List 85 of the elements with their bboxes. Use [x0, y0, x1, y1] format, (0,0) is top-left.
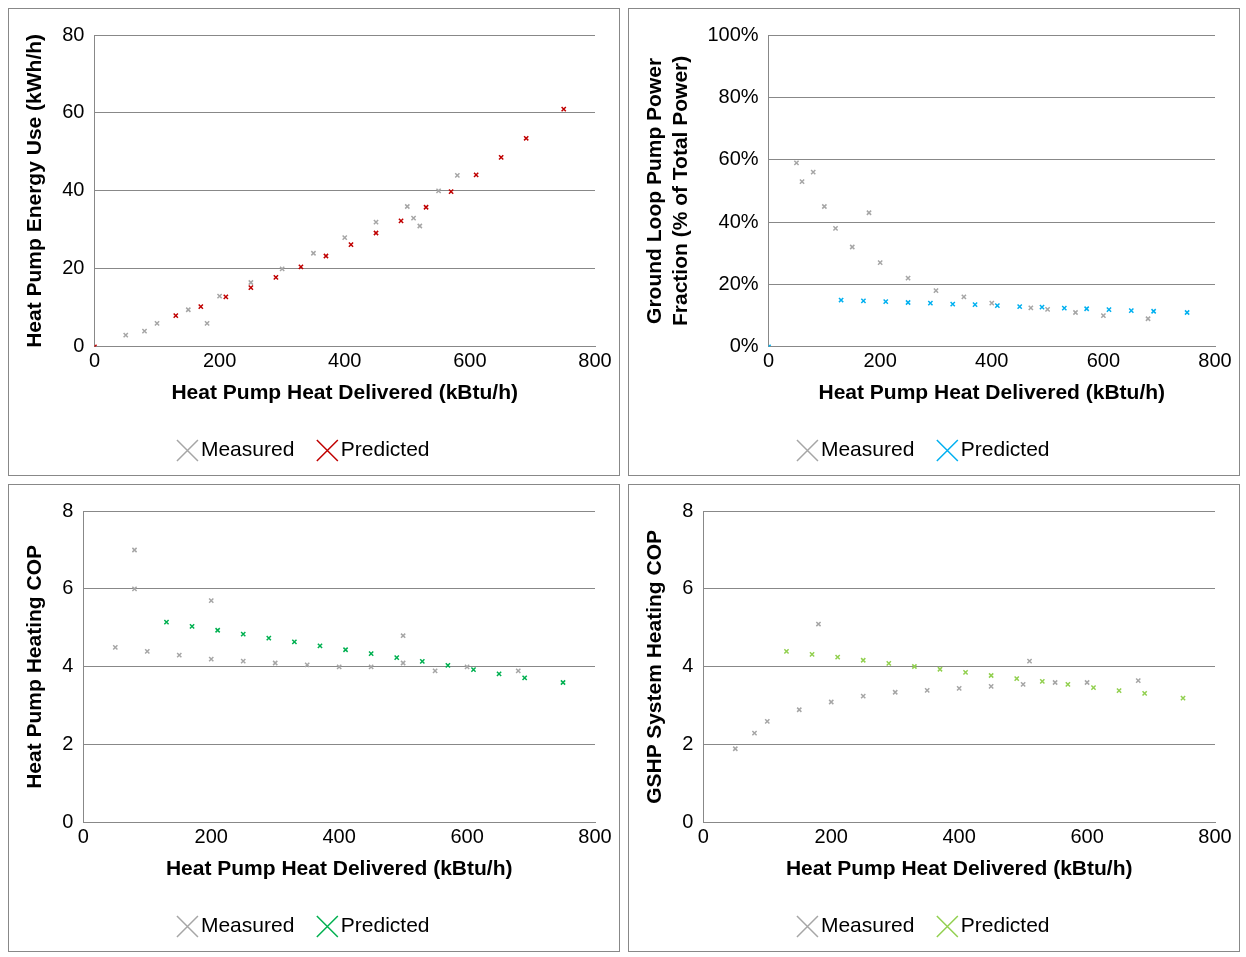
x-tick-label: 200: [194, 825, 228, 848]
y-tick-label: 4: [62, 654, 74, 677]
x-tick-label: 800: [578, 349, 612, 372]
x-axis-title: Heat Pump Heat Delivered (kBtu/h): [785, 856, 1133, 880]
legend-label: Predicted: [960, 437, 1050, 461]
point: [994, 302, 1001, 309]
y-tick-label: 20%: [718, 271, 759, 294]
point: [1027, 304, 1034, 311]
point: [373, 230, 379, 236]
x-axis-title: Heat Pump Heat Delivered (kBtu/h): [818, 380, 1166, 404]
y-tick-label: 4: [682, 654, 694, 677]
point: [368, 664, 375, 670]
y-tick-label: 2: [62, 732, 74, 755]
point: [298, 264, 304, 270]
x-tick-label: 200: [202, 349, 237, 372]
x-tick-label: 800: [1198, 825, 1232, 848]
x-tick-label: 0: [88, 349, 101, 372]
point: [144, 648, 151, 655]
y-tick-label: 8: [62, 498, 74, 521]
y-tick-label: 8: [682, 498, 694, 521]
point: [323, 253, 329, 259]
point: [515, 667, 522, 674]
x-tick-label: 400: [942, 825, 976, 848]
x-tick-label: 200: [863, 349, 897, 372]
y-tick-label: 80%: [718, 84, 759, 107]
legend-label: Predicted: [340, 913, 430, 937]
x-tick-label: 0: [697, 825, 709, 848]
y-tick-label: 20: [62, 256, 85, 279]
point: [732, 745, 739, 752]
x-axis-title: Heat Pump Heat Delivered (kBtu/h): [171, 380, 519, 404]
point: [454, 172, 461, 179]
x-tick-label: 200: [814, 825, 848, 848]
x-tick-label: 800: [578, 825, 612, 848]
x-tick-label: 800: [1198, 349, 1232, 372]
y-tick-label: 2: [682, 732, 694, 755]
y-tick-label: 0%: [729, 334, 759, 357]
y-tick-label: 6: [62, 576, 74, 599]
y-axis-title: Heat Pump Heating COP: [22, 544, 46, 789]
point: [279, 265, 286, 272]
x-axis-title: Heat Pump Heat Delivered (kBtu/h): [165, 856, 513, 880]
x-tick-label: 400: [328, 349, 362, 372]
y-tick-label: 60%: [718, 147, 759, 170]
point: [185, 306, 192, 313]
point: [1141, 690, 1148, 697]
y-tick-label: 100%: [707, 22, 759, 45]
x-tick-label: 600: [450, 825, 484, 848]
point: [473, 172, 479, 178]
y-tick-label: 80: [62, 22, 85, 45]
point: [961, 294, 967, 300]
y-tick-label: 6: [682, 576, 694, 599]
point: [464, 664, 470, 670]
y-axis-title: Heat Pump Energy Use (kWh/h): [22, 33, 46, 348]
x-tick-label: 400: [322, 825, 356, 848]
point: [796, 706, 803, 713]
y-tick-label: 0: [62, 810, 74, 833]
x-tick-label: 600: [1086, 349, 1121, 372]
point: [892, 689, 899, 696]
x-tick-label: 400: [975, 349, 1009, 372]
legend-label: Measured: [820, 913, 915, 937]
point: [1072, 309, 1079, 316]
point: [1044, 306, 1051, 313]
y-tick-label: 60: [62, 100, 85, 123]
legend-label: Predicted: [960, 913, 1050, 937]
point: [496, 671, 502, 677]
point: [1180, 695, 1186, 701]
legend-label: Measured: [200, 913, 295, 937]
y-tick-label: 40%: [718, 209, 759, 232]
point: [1090, 684, 1097, 691]
x-tick-label: 600: [1070, 825, 1104, 848]
legend-label: Measured: [200, 437, 295, 461]
point: [810, 169, 817, 176]
x-tick-label: 600: [453, 349, 487, 372]
legend-label: Measured: [820, 437, 915, 461]
point: [1100, 312, 1107, 319]
y-axis-title: GSHP System Heating COP: [642, 529, 666, 804]
y-tick-label: 0: [73, 334, 85, 357]
point: [373, 219, 379, 225]
x-tick-label: 0: [762, 349, 775, 372]
point: [1039, 678, 1046, 685]
legend-label: Predicted: [340, 437, 430, 461]
point: [336, 664, 343, 670]
y-axis-title: Ground Loop Pump Power Fraction (% of Total Power): [642, 55, 691, 327]
y-tick-label: 0: [682, 810, 694, 833]
y-tick-label: 40: [62, 178, 85, 201]
point: [341, 234, 348, 241]
